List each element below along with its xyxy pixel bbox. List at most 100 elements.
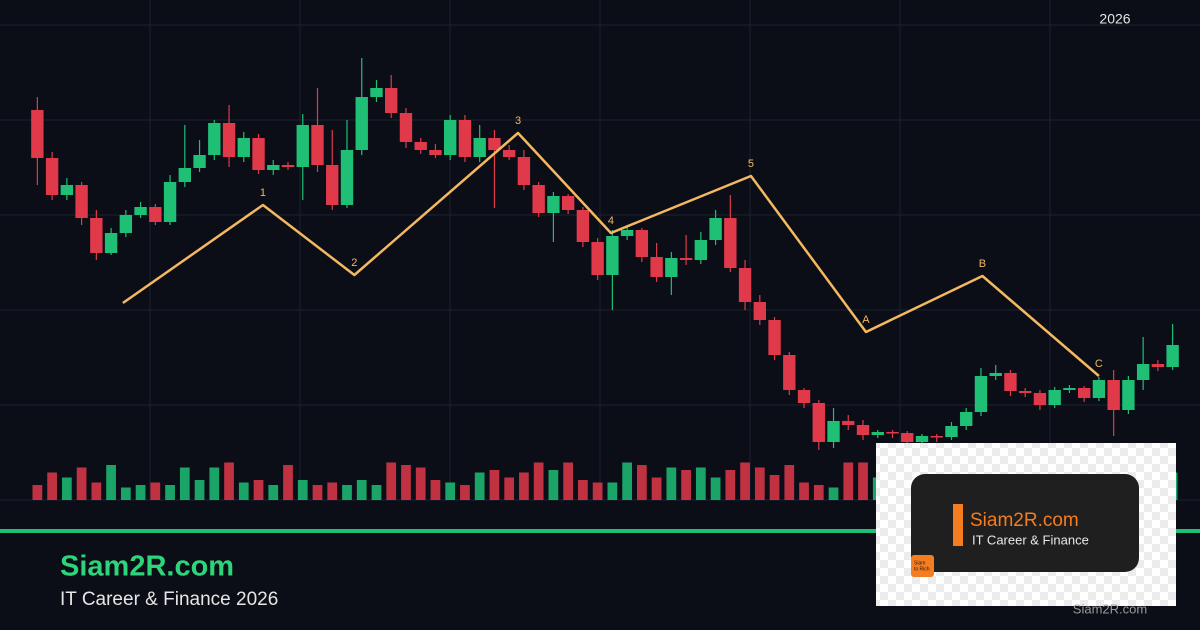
volume-bar <box>401 465 411 500</box>
candle-body <box>797 390 811 403</box>
logo-subtitle: IT Career & Finance <box>972 532 1089 547</box>
logo-card <box>911 474 1139 572</box>
candle-body <box>1107 380 1120 410</box>
candle-body <box>901 433 914 442</box>
candle-body <box>414 142 427 150</box>
candle-body <box>842 421 855 425</box>
volume-bar <box>460 485 470 500</box>
candle-body <box>709 218 722 240</box>
volume-bar <box>386 462 397 500</box>
candle-body <box>311 125 324 165</box>
candle-body <box>694 240 708 260</box>
volume-bar <box>474 472 485 500</box>
candle-body <box>296 125 309 167</box>
watermark: Siam2R.com <box>1073 601 1147 616</box>
candle-body <box>960 412 973 426</box>
candle-body <box>340 150 354 205</box>
candle-body <box>488 138 501 150</box>
volume-bar <box>371 485 382 500</box>
logo-title: Siam2R.com <box>970 510 1079 531</box>
volume-bar <box>165 485 175 500</box>
volume-bar <box>695 467 706 500</box>
candle-body <box>768 320 781 355</box>
candle-body <box>753 302 766 320</box>
candle-body <box>385 88 398 113</box>
volume-bar <box>312 485 323 500</box>
candle-body <box>90 218 103 253</box>
candle-body <box>1004 373 1017 391</box>
volume-bar <box>489 470 500 500</box>
candle-body <box>104 233 118 253</box>
candle-body <box>178 168 191 182</box>
volume-bar <box>253 480 264 500</box>
volume-bar <box>179 467 190 500</box>
volume-bar <box>283 465 293 500</box>
volume-bar <box>578 480 588 500</box>
candle-body <box>679 258 693 260</box>
candle-body <box>945 426 958 437</box>
candle-body <box>1019 391 1032 393</box>
candle-body <box>267 165 280 170</box>
volume-bar <box>504 477 515 500</box>
volume-bar <box>209 467 220 500</box>
candle-body <box>75 185 88 218</box>
volume-bar <box>150 482 161 500</box>
candle-body <box>1048 390 1061 405</box>
candle-body <box>429 150 442 155</box>
candle-body <box>134 207 147 215</box>
logo-badge-text: to Rich <box>914 566 930 572</box>
volume-bar <box>415 467 426 500</box>
wave-line <box>122 131 1100 377</box>
candle-body <box>724 218 737 268</box>
volume-bar <box>356 480 367 500</box>
candle-body <box>606 236 619 275</box>
candle-body <box>1033 393 1047 405</box>
volume-bar <box>710 477 721 500</box>
volume-bar <box>622 462 632 500</box>
volume-bar <box>740 462 750 500</box>
candle-body <box>1122 380 1135 410</box>
candle-body <box>635 230 649 257</box>
candle-body <box>222 123 236 157</box>
wave-label: A <box>862 314 870 326</box>
volume-bar <box>636 465 647 500</box>
candle-body <box>886 432 899 434</box>
volume-bar <box>47 472 57 500</box>
volume-bar <box>194 480 205 500</box>
volume-bar <box>268 485 279 500</box>
volume-bar <box>120 487 131 500</box>
candle-body <box>326 165 339 205</box>
logo-badge <box>911 555 934 577</box>
volume-bar <box>533 462 544 500</box>
candle-body <box>370 88 383 97</box>
candle-body <box>517 157 531 185</box>
candle-body <box>1136 364 1150 380</box>
volume-bar <box>519 472 529 500</box>
candle-body <box>1166 345 1179 367</box>
logo: Siam2R.com IT Career & Finance Siam to R… <box>876 443 1176 606</box>
volume-bar <box>828 487 839 500</box>
wave-label: 3 <box>515 115 521 127</box>
volume-bar <box>725 470 736 500</box>
volume-bar <box>681 470 691 500</box>
volume-bar <box>238 482 249 500</box>
divider <box>0 529 1200 533</box>
candle-body <box>783 355 796 390</box>
volume-bar <box>91 482 102 500</box>
candle-body <box>193 155 206 168</box>
candle-body <box>31 110 44 158</box>
candle-body <box>252 138 265 170</box>
candle-body <box>650 257 663 277</box>
candle-body <box>60 185 74 195</box>
volume-bar <box>135 485 146 500</box>
candle-body <box>561 196 575 210</box>
volume-bar <box>430 480 441 500</box>
candle-body <box>812 403 825 442</box>
volume-bar <box>297 480 308 500</box>
volume-bar <box>813 485 824 500</box>
candle-body <box>738 268 752 302</box>
candle-body <box>444 120 457 155</box>
wave-label: 4 <box>608 215 614 227</box>
candle-body <box>399 113 413 142</box>
candle-body <box>532 185 545 213</box>
